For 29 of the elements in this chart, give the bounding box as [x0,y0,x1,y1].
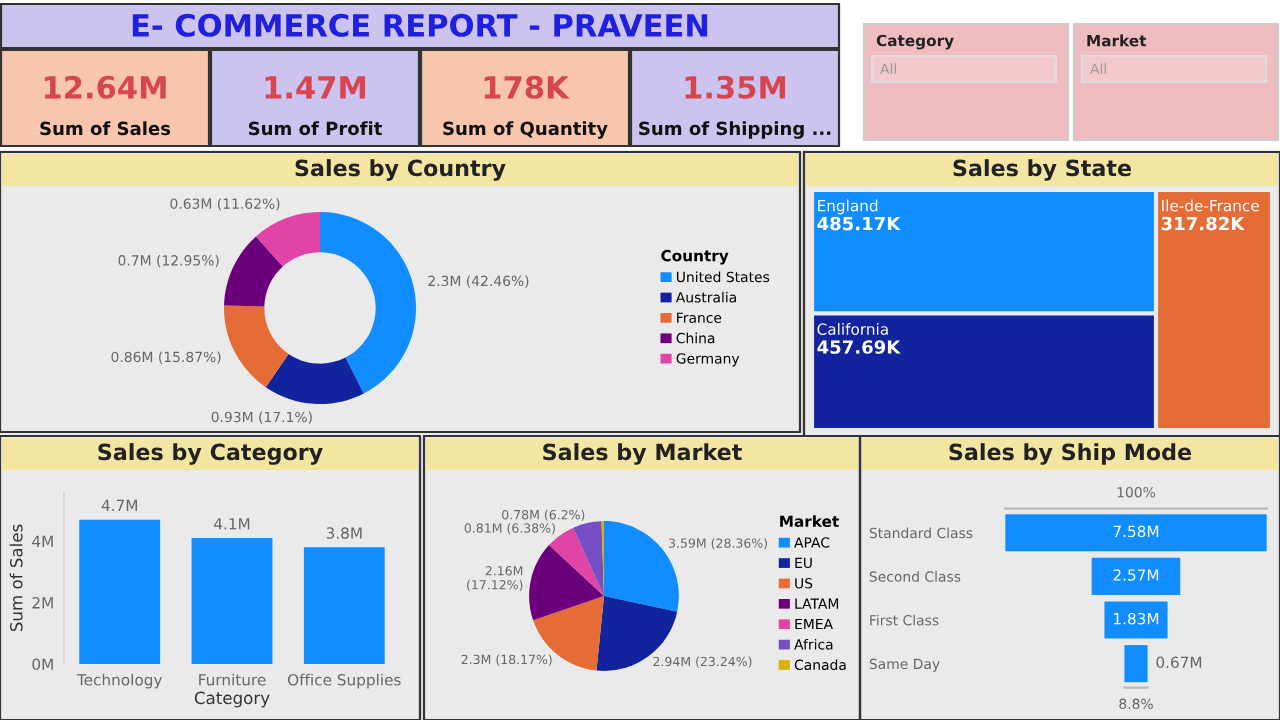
pie-slice [573,521,604,596]
donut-slice [255,212,320,267]
bar [79,519,161,664]
donut-slice [265,353,364,404]
data-label: 485.17K [817,216,901,231]
text: Sum of Sales [40,121,171,136]
donut-slice [224,236,283,307]
text: 12.64M [44,75,166,99]
text: Sales by Ship Mode [949,443,1192,465]
donut-slice [224,305,289,388]
text: Sum of Quantity [443,121,608,139]
text: Sum of Shipping ... [639,121,831,139]
text: Sum of Profit [248,121,382,136]
bar [191,538,273,664]
bar [303,547,385,664]
chart-title: Sales by Category [98,443,323,465]
data-label: 317.82K [1161,216,1245,231]
y-axis-title: Sum of Sales [9,524,23,632]
text: 1.47M [265,76,366,99]
text: 1.35M [685,75,786,99]
donut-slice [320,212,416,394]
text: E- COMMERCE REPORT - PRAVEEN [132,13,708,37]
text: Sales by State [953,159,1131,181]
x-axis-title: Category [194,691,270,708]
data-label: 457.69K [817,340,901,354]
chart-title: Sales by Country [295,159,506,181]
chart-title: Sales by Market [543,443,742,465]
pie-slice [529,545,604,621]
text: 178K [484,75,570,99]
